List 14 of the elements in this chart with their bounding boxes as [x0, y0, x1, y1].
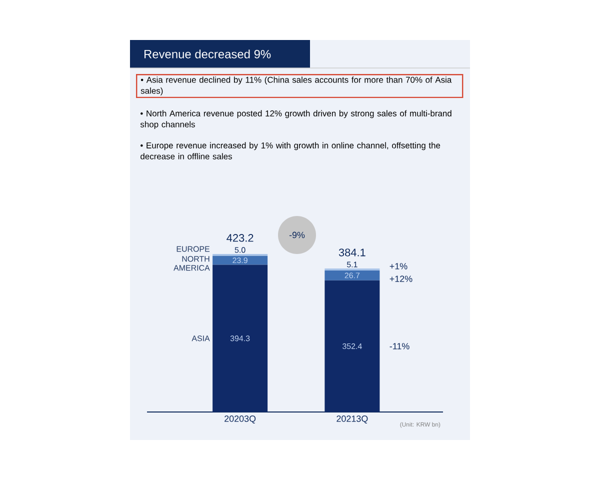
- annotation: -11%: [390, 343, 410, 350]
- total-label: 423.2: [226, 234, 254, 242]
- chart-title: Revenue decreased 9%: [144, 50, 271, 58]
- bar: [324, 270, 380, 280]
- text: • Asia revenue declined by 11% (China sales accounts for more than 70% of Asia sales): [140, 76, 452, 96]
- x-tick-label: 20203Q: [224, 416, 256, 424]
- total-label: 384.1: [338, 248, 366, 256]
- text: -9%: [289, 232, 305, 238]
- annotation: +12%: [390, 276, 412, 282]
- bar: [212, 256, 268, 265]
- text: • North America revenue posted 12% growth driven by strong sales of multi-brand shop channels: [140, 110, 452, 130]
- text: • Europe revenue increased by 1% with growth in online channel, offsetting the decrease in offline sales: [140, 142, 440, 160]
- annotation: +1%: [390, 263, 408, 270]
- x-tick-label: 20213Q: [336, 416, 368, 424]
